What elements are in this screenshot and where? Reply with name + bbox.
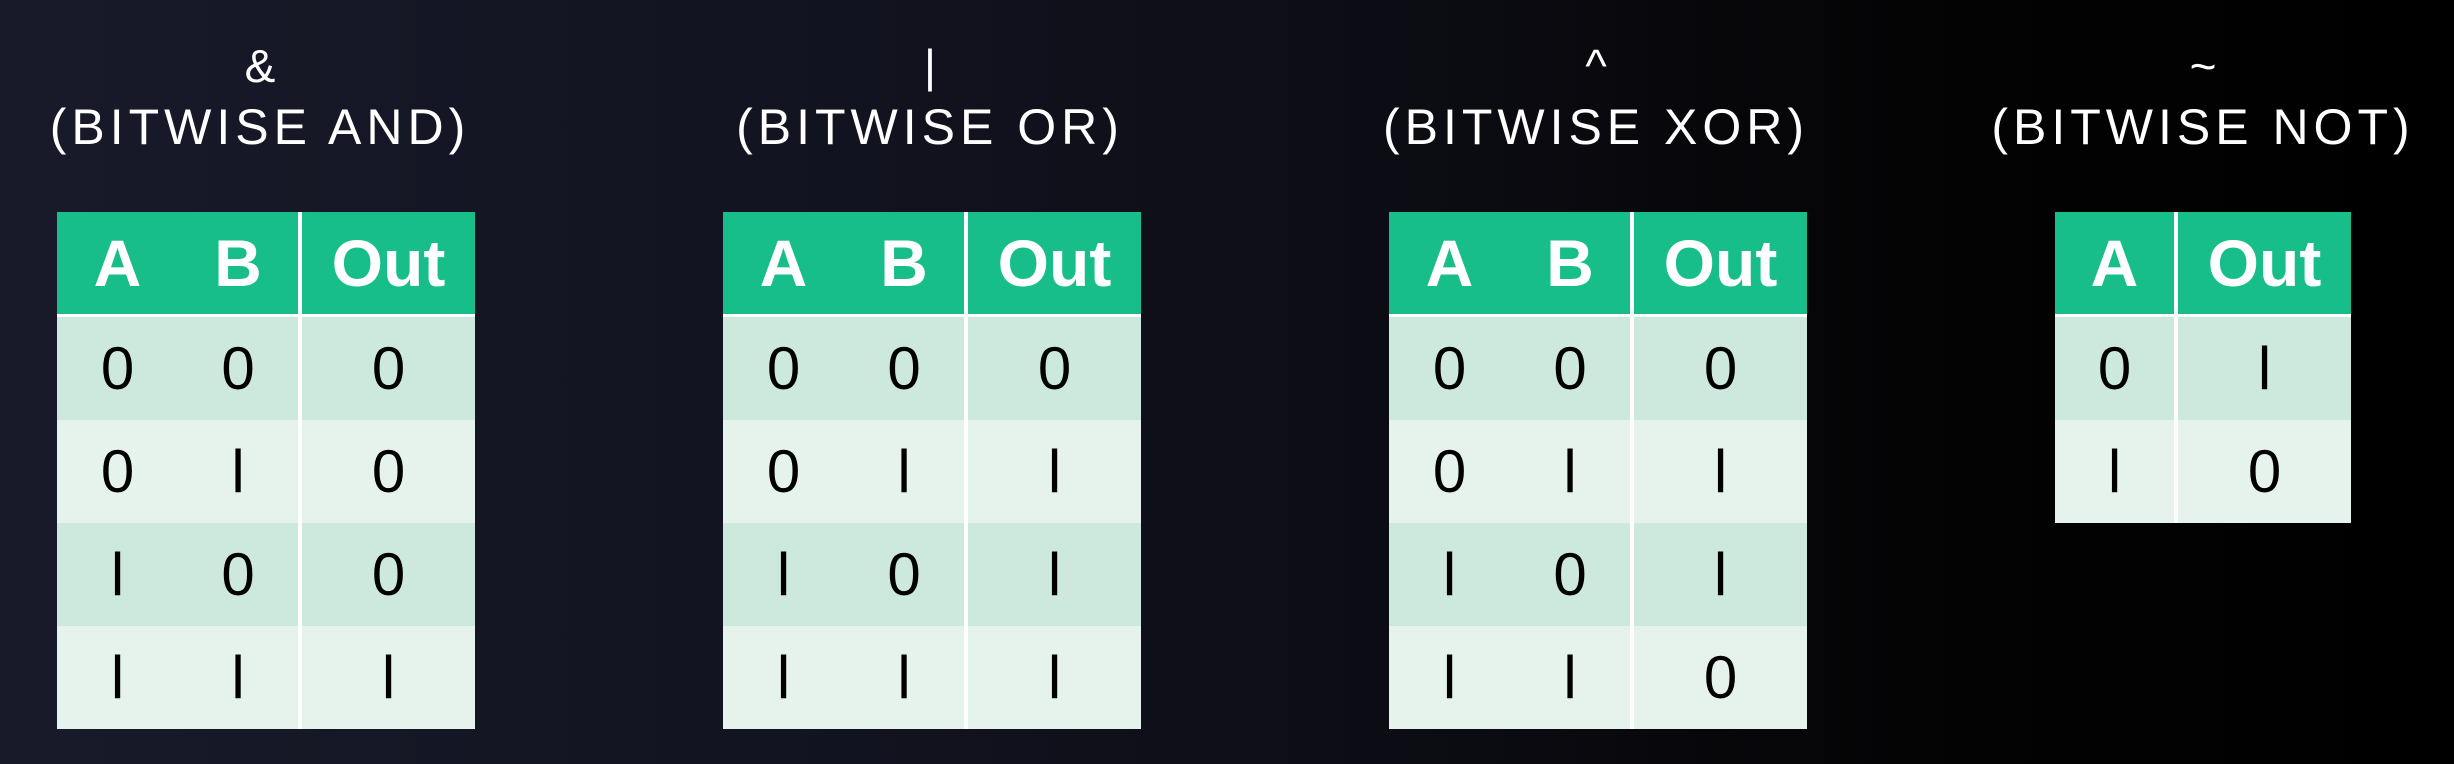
table-cell-out: 0 <box>964 314 1141 420</box>
and-truth-table: A B Out 0 0 0 0 l 0 l 0 0 l l l <box>57 212 475 729</box>
or-symbol: | <box>924 40 936 92</box>
xor-title: ^ (BITWISE XOR) <box>1375 36 1817 152</box>
table-cell: 0 <box>844 523 966 626</box>
table-row: 0 0 0 <box>1389 314 1807 420</box>
table-cell-out: 0 <box>1630 314 1807 420</box>
or-title: | (BITWISE OR) <box>710 36 1150 152</box>
table-header-row: A B Out <box>723 212 1141 316</box>
table-cell-out: l <box>2174 314 2351 420</box>
table-row: l 0 l <box>1389 523 1807 626</box>
header-cell-out: Out <box>964 212 1141 316</box>
header-cell-b: B <box>1510 212 1632 316</box>
table-cell-out: 0 <box>1630 626 1807 729</box>
table-cell-out: l <box>964 420 1141 523</box>
table-cell: l <box>1389 626 1510 729</box>
table-cell-out: l <box>298 626 475 729</box>
header-cell-b: B <box>178 212 300 316</box>
table-cell: 0 <box>57 314 178 420</box>
table-cell: 0 <box>723 420 844 523</box>
table-row: l 0 l <box>723 523 1141 626</box>
table-cell: 0 <box>723 314 844 420</box>
table-cell: l <box>844 420 966 523</box>
header-cell-a: A <box>2055 212 2176 316</box>
table-cell-out: 0 <box>2174 420 2351 523</box>
or-truth-table: A B Out 0 0 0 0 l l l 0 l l l l <box>723 212 1141 729</box>
table-row: l l l <box>723 626 1141 729</box>
xor-truth-table: A B Out 0 0 0 0 l l l 0 l l l 0 <box>1389 212 1807 729</box>
table-row: 0 0 0 <box>57 314 475 420</box>
not-symbol: ~ <box>2189 40 2217 92</box>
table-cell: 0 <box>1510 314 1632 420</box>
table-cell-out: l <box>964 626 1141 729</box>
table-cell: l <box>178 626 300 729</box>
and-name: (BITWISE AND) <box>49 99 471 155</box>
table-cell: 0 <box>2055 314 2176 420</box>
table-cell: l <box>2055 420 2176 523</box>
table-cell: l <box>723 523 844 626</box>
table-cell: 0 <box>178 523 300 626</box>
table-cell-out: l <box>1630 523 1807 626</box>
table-header-row: A B Out <box>1389 212 1807 316</box>
table-cell: l <box>57 626 178 729</box>
header-cell-a: A <box>57 212 178 316</box>
table-row: 0 l l <box>1389 420 1807 523</box>
table-cell: 0 <box>844 314 966 420</box>
table-header-row: A Out <box>2055 212 2351 316</box>
and-title: & (BITWISE AND) <box>40 36 480 152</box>
table-cell: 0 <box>57 420 178 523</box>
table-row: 0 l 0 <box>57 420 475 523</box>
table-cell: l <box>57 523 178 626</box>
header-cell-a: A <box>1389 212 1510 316</box>
header-cell-out: Out <box>2174 212 2351 316</box>
table-cell-out: 0 <box>298 523 475 626</box>
header-cell-out: Out <box>1630 212 1807 316</box>
table-cell-out: 0 <box>298 420 475 523</box>
table-cell: 0 <box>1389 420 1510 523</box>
header-cell-out: Out <box>298 212 475 316</box>
header-cell-a: A <box>723 212 844 316</box>
table-row: l l l <box>57 626 475 729</box>
table-cell: l <box>844 626 966 729</box>
xor-name: (BITWISE XOR) <box>1382 99 1810 155</box>
not-truth-table: A Out 0 l l 0 <box>2055 212 2351 523</box>
table-row: l 0 0 <box>57 523 475 626</box>
and-symbol: & <box>244 40 276 92</box>
xor-symbol: ^ <box>1585 40 1607 92</box>
table-cell: l <box>723 626 844 729</box>
not-title: ~ (BITWISE NOT) <box>1975 36 2431 152</box>
table-cell-out: l <box>964 523 1141 626</box>
table-cell: 0 <box>1389 314 1510 420</box>
table-row: l 0 <box>2055 420 2351 523</box>
not-name: (BITWISE NOT) <box>1991 99 2415 155</box>
table-header-row: A B Out <box>57 212 475 316</box>
table-cell-out: 0 <box>298 314 475 420</box>
table-cell: 0 <box>178 314 300 420</box>
header-cell-b: B <box>844 212 966 316</box>
table-cell: l <box>178 420 300 523</box>
table-cell: l <box>1510 626 1632 729</box>
table-row: l l 0 <box>1389 626 1807 729</box>
table-cell: l <box>1510 420 1632 523</box>
or-name: (BITWISE OR) <box>736 99 1124 155</box>
table-cell-out: l <box>1630 420 1807 523</box>
table-row: 0 l <box>2055 314 2351 420</box>
table-cell: 0 <box>1510 523 1632 626</box>
table-row: 0 l l <box>723 420 1141 523</box>
table-cell: l <box>1389 523 1510 626</box>
table-row: 0 0 0 <box>723 314 1141 420</box>
